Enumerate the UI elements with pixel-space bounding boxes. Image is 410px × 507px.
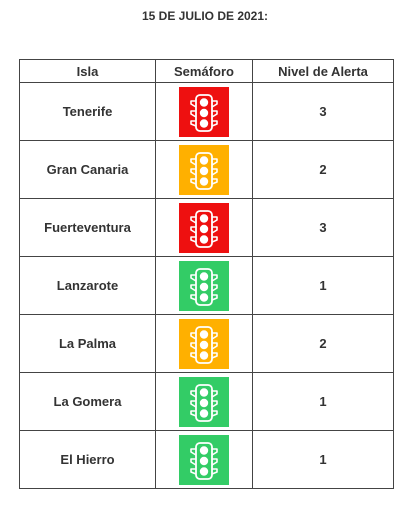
table-row: La Gomera 1: [19, 372, 394, 431]
traffic-light-icon: [179, 434, 229, 485]
table-row: Fuerteventura 3: [19, 198, 394, 257]
island-name: La Palma: [19, 314, 156, 373]
island-name: El Hierro: [19, 430, 156, 489]
table-row: El Hierro 1: [19, 430, 394, 489]
table-row: Gran Canaria 2: [19, 140, 394, 199]
page-title: 15 DE JULIO DE 2021:: [141, 9, 269, 23]
traffic-light-icon: [179, 202, 229, 253]
semaforo-cell: [155, 198, 253, 257]
island-name: La Gomera: [19, 372, 156, 431]
island-name: Lanzarote: [19, 256, 156, 315]
semaforo-cell: [155, 372, 253, 431]
semaforo-cell: [155, 430, 253, 489]
semaforo-cell: [155, 256, 253, 315]
traffic-light-icon: [179, 318, 229, 369]
traffic-light-icon: [179, 86, 229, 137]
alert-level: 2: [252, 140, 394, 199]
semaforo-cell: [155, 82, 253, 141]
table-row: Lanzarote 1: [19, 256, 394, 315]
island-name: Gran Canaria: [19, 140, 156, 199]
island-name: Fuerteventura: [19, 198, 156, 257]
column-header-isla: Isla: [19, 59, 156, 83]
table-row: La Palma 2: [19, 314, 394, 373]
traffic-light-icon: [179, 260, 229, 311]
semaforo-cell: [155, 314, 253, 373]
alert-level: 1: [252, 430, 394, 489]
alert-level: 1: [252, 256, 394, 315]
column-header-nivel: Nivel de Alerta: [252, 59, 394, 83]
table-row: Tenerife 3: [19, 82, 394, 141]
alert-level: 3: [252, 82, 394, 141]
alert-levels-table: Isla Semáforo Nivel de Alerta Tenerife 3…: [19, 59, 394, 489]
table-body: Tenerife 3 Gran Canaria 2 Fuerteventura …: [19, 82, 394, 489]
column-header-semaforo: Semáforo: [155, 59, 253, 83]
semaforo-cell: [155, 140, 253, 199]
island-name: Tenerife: [19, 82, 156, 141]
alert-level: 2: [252, 314, 394, 373]
alert-level: 3: [252, 198, 394, 257]
traffic-light-icon: [179, 144, 229, 195]
alert-level: 1: [252, 372, 394, 431]
table-header-row: Isla Semáforo Nivel de Alerta: [19, 59, 394, 83]
traffic-light-icon: [179, 376, 229, 427]
